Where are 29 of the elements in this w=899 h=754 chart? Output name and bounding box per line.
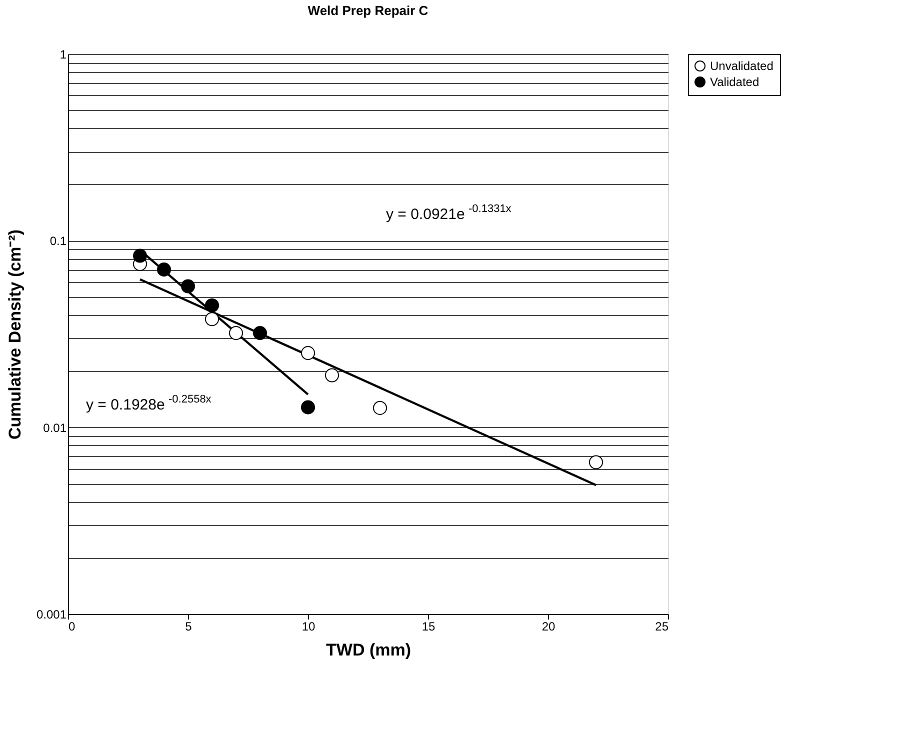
point bbox=[588, 455, 604, 470]
y-tick-label: 1 bbox=[60, 48, 67, 62]
annotation: y = 0.1928e-0.2558x bbox=[86, 393, 212, 414]
x-tick-label: 0 bbox=[68, 620, 76, 634]
y-tick-label: 0.001 bbox=[36, 608, 67, 622]
point bbox=[372, 400, 388, 415]
x-axis-title: TWD (mm) bbox=[326, 640, 411, 660]
point bbox=[300, 400, 316, 414]
x-tick-label: 10 bbox=[302, 620, 316, 634]
y-tick-label: 0.1 bbox=[50, 234, 67, 248]
x-tick-label: 25 bbox=[655, 620, 669, 634]
y-axis-title: Cumulative Density (cm⁻²) bbox=[5, 229, 24, 440]
point bbox=[324, 368, 340, 382]
x-tick-label: 20 bbox=[542, 620, 556, 634]
point bbox=[132, 248, 148, 263]
point bbox=[252, 326, 268, 340]
legend-label: Validated bbox=[710, 75, 760, 89]
point bbox=[228, 326, 244, 340]
point bbox=[300, 346, 316, 360]
point bbox=[180, 279, 196, 294]
chart-title: Weld Prep Repair C bbox=[308, 3, 429, 18]
y-tick-label: 0.01 bbox=[43, 420, 67, 435]
legend-label: Unvalidated bbox=[710, 59, 774, 73]
point bbox=[204, 312, 220, 326]
x-tick-label: 15 bbox=[422, 620, 436, 634]
annotation: y = 0.0921e-0.1331x bbox=[386, 203, 512, 223]
x-tick-label: 5 bbox=[185, 620, 192, 634]
point bbox=[204, 298, 220, 312]
point bbox=[156, 262, 172, 277]
